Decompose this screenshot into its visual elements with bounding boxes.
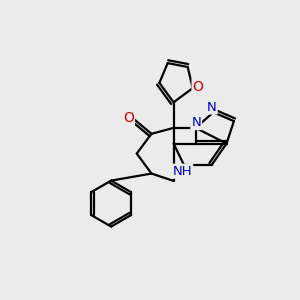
Text: O: O — [193, 80, 203, 94]
Text: O: O — [123, 111, 134, 124]
Text: N: N — [191, 116, 201, 129]
Text: N: N — [207, 100, 217, 113]
Text: NH: NH — [172, 165, 192, 178]
